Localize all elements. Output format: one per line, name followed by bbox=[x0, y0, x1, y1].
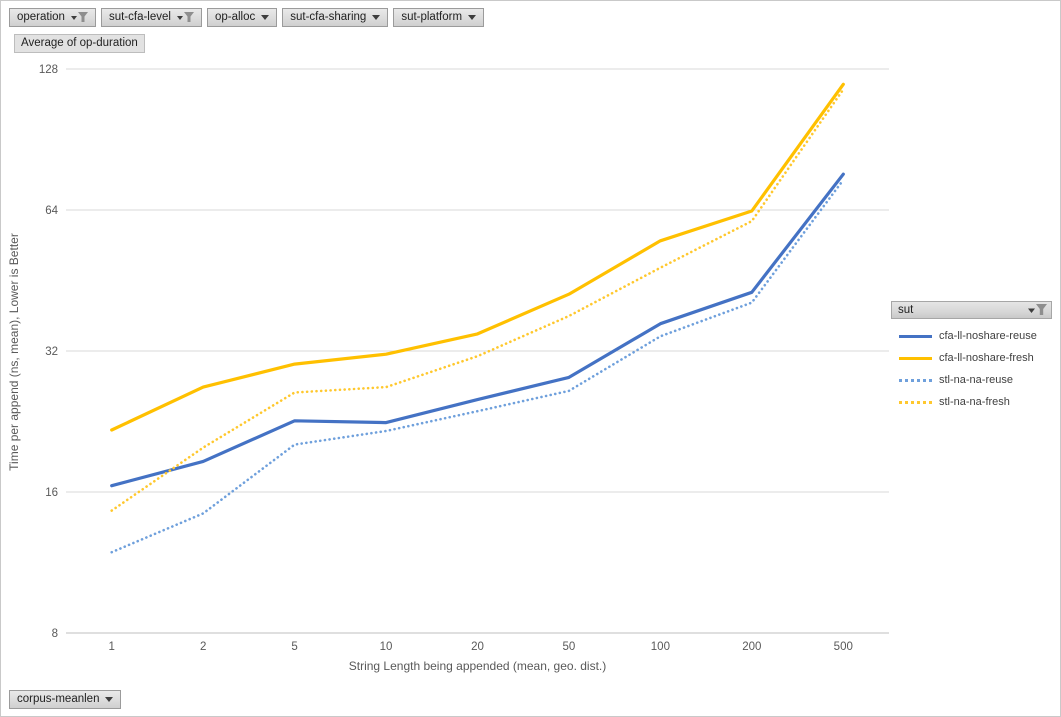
y-tick-label: 64 bbox=[45, 205, 58, 217]
dropdown-arrow-icon bbox=[105, 696, 114, 702]
filter-button-op-alloc[interactable]: op-alloc bbox=[206, 8, 278, 27]
legend-swatch-dotted-blue bbox=[899, 378, 932, 382]
legend-label: cfa-ll-noshare-fresh bbox=[939, 352, 1034, 364]
value-field-label: Average of op-duration bbox=[21, 37, 138, 49]
legend-items: cfa-ll-noshare-reuse cfa-ll-noshare-fres… bbox=[891, 319, 1052, 413]
x-tick-label: 2 bbox=[200, 641, 206, 653]
y-tick-label: 16 bbox=[45, 487, 58, 499]
filter-button-label: op-alloc bbox=[214, 11, 256, 23]
dropdown-arrow-icon bbox=[468, 14, 477, 20]
x-tick-label: 100 bbox=[651, 641, 670, 653]
filter-button-label: operation bbox=[17, 11, 65, 23]
filter-funnel-icon bbox=[70, 11, 88, 23]
legend-label: cfa-ll-noshare-reuse bbox=[939, 330, 1037, 342]
filter-funnel-icon bbox=[176, 11, 194, 23]
series-cfa-ll-noshare-fresh bbox=[110, 82, 845, 432]
y-tick-label: 32 bbox=[45, 346, 58, 358]
filter-button-sut-cfa-level[interactable]: sut-cfa-level bbox=[100, 8, 202, 27]
y-tick-label: 128 bbox=[39, 64, 58, 76]
dropdown-arrow-icon bbox=[372, 14, 381, 20]
filter-button-label: sut-platform bbox=[401, 11, 463, 23]
legend-field-button[interactable]: sut bbox=[891, 301, 1052, 319]
legend-swatch-dotted-yellow bbox=[899, 400, 932, 404]
x-tick-label: 50 bbox=[563, 641, 576, 653]
filter-button-label: corpus-meanlen bbox=[17, 693, 100, 705]
filter-button-operation[interactable]: operation bbox=[9, 8, 96, 27]
legend-swatch-solid-yellow bbox=[899, 356, 932, 360]
legend-item: stl-na-na-fresh bbox=[899, 391, 1052, 413]
filter-button-sut-platform[interactable]: sut-platform bbox=[393, 8, 485, 27]
series-stl-na-na-reuse bbox=[110, 178, 845, 554]
legend-field-label: sut bbox=[898, 304, 914, 316]
x-axis-title: String Length being appended (mean, geo.… bbox=[348, 659, 607, 673]
legend-item: stl-na-na-reuse bbox=[899, 369, 1052, 391]
value-field-button[interactable]: Average of op-duration bbox=[14, 34, 145, 53]
chart-legend: sut cfa-ll-noshare-reuse cfa-ll-noshare-… bbox=[891, 301, 1052, 413]
legend-label: stl-na-na-reuse bbox=[939, 374, 1013, 386]
dropdown-arrow-icon bbox=[261, 14, 270, 20]
x-tick-label: 5 bbox=[291, 641, 297, 653]
legend-item: cfa-ll-noshare-fresh bbox=[899, 347, 1052, 369]
x-tick-label: 500 bbox=[834, 641, 853, 653]
legend-item: cfa-ll-noshare-reuse bbox=[899, 325, 1052, 347]
filter-funnel-icon bbox=[1028, 304, 1047, 316]
filter-button-corpus-meanlen[interactable]: corpus-meanlen bbox=[9, 690, 122, 709]
y-axis-title: Time per append (ns, mean), Lower is Bet… bbox=[7, 233, 21, 471]
y-tick-label: 8 bbox=[52, 628, 58, 640]
x-tick-label: 200 bbox=[742, 641, 761, 653]
x-tick-label: 10 bbox=[380, 641, 393, 653]
series-cfa-ll-noshare-reuse bbox=[110, 172, 845, 488]
x-tick-label: 1 bbox=[109, 641, 115, 653]
series-stl-na-na-fresh bbox=[110, 88, 845, 512]
filter-button-label: sut-cfa-sharing bbox=[290, 11, 367, 23]
x-tick-label: 20 bbox=[471, 641, 484, 653]
filter-field-row: operation sut-cfa-level op-alloc sut-cfa… bbox=[9, 8, 485, 27]
filter-button-label: sut-cfa-level bbox=[108, 11, 171, 23]
legend-label: stl-na-na-fresh bbox=[939, 396, 1010, 408]
legend-swatch-solid-blue bbox=[899, 334, 932, 338]
filter-button-sut-cfa-sharing[interactable]: sut-cfa-sharing bbox=[282, 8, 389, 27]
